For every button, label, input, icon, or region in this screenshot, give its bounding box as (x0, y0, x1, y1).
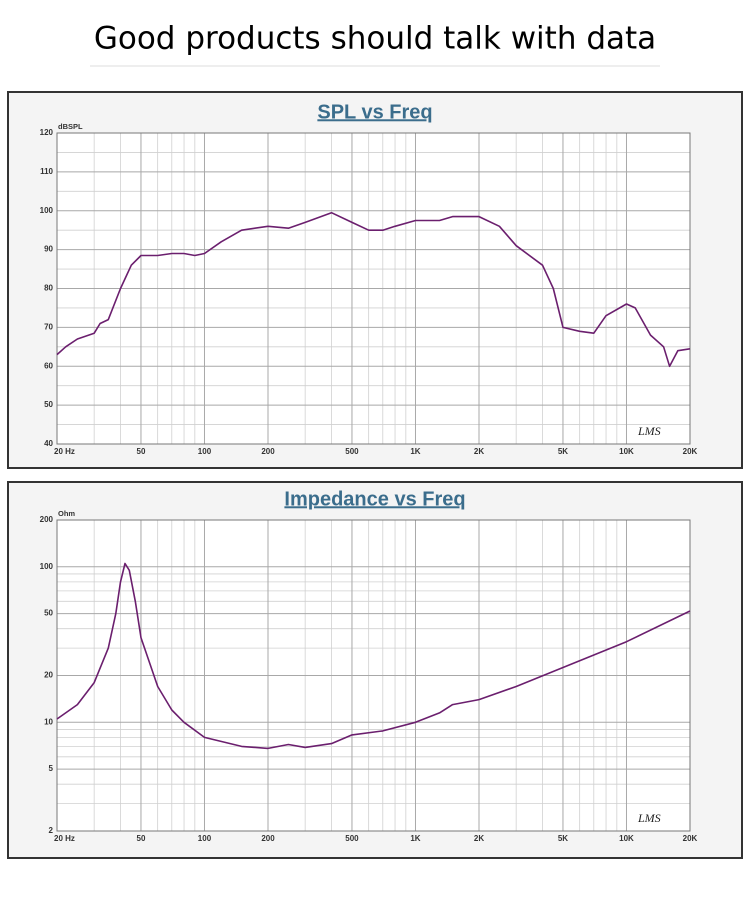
chart-title: Impedance vs Freq (284, 488, 465, 510)
chart-title: SPL vs Freq (317, 101, 432, 123)
x-tick-label: 10K (619, 834, 634, 843)
y-tick-label: 110 (40, 167, 53, 176)
x-tick-label: 500 (345, 447, 359, 456)
x-tick-label: 50 (137, 447, 146, 456)
x-tick-label: 5K (558, 834, 568, 843)
y-tick-label: 5 (49, 764, 54, 773)
x-tick-label: 100 (198, 447, 212, 456)
y-tick-label: 90 (44, 245, 53, 254)
y-tick-label: 10 (44, 717, 53, 726)
x-tick-label: 100 (198, 834, 212, 843)
y-tick-label: 70 (44, 322, 53, 331)
page-header: Good products should talk with data (94, 21, 656, 57)
plot-border (56, 519, 691, 832)
x-tick-label: 20K (683, 834, 698, 843)
x-tick-label: 20 Hz (54, 834, 75, 843)
y-tick-label: 2 (49, 826, 54, 835)
y-tick-label: 100 (40, 562, 54, 571)
annotation: LMS (637, 811, 661, 825)
x-tick-label: 20 Hz (54, 447, 75, 456)
y-axis-label: Ohm (58, 509, 75, 518)
y-tick-label: 40 (44, 439, 53, 448)
y-tick-label: 50 (44, 609, 53, 618)
y-tick-label: 20 (44, 671, 53, 680)
x-tick-label: 1K (410, 834, 420, 843)
y-tick-label: 80 (44, 284, 53, 293)
x-tick-label: 2K (474, 834, 484, 843)
x-tick-label: 10K (619, 447, 634, 456)
x-tick-label: 500 (345, 834, 359, 843)
y-tick-label: 100 (40, 206, 54, 215)
x-tick-label: 1K (410, 447, 420, 456)
data-line (56, 211, 691, 368)
y-tick-label: 120 (40, 128, 54, 137)
y-tick-label: 50 (44, 400, 53, 409)
x-tick-label: 200 (261, 447, 275, 456)
x-tick-label: 20K (683, 447, 698, 456)
y-axis-label: dBSPL (58, 122, 83, 131)
y-tick-label: 60 (44, 361, 53, 370)
x-tick-label: 50 (137, 834, 146, 843)
data-line (56, 562, 691, 750)
plot-border (56, 132, 691, 445)
x-tick-label: 5K (558, 447, 568, 456)
y-tick-label: 200 (40, 515, 54, 524)
x-tick-label: 200 (261, 834, 275, 843)
annotation: LMS (637, 424, 661, 438)
x-tick-label: 2K (474, 447, 484, 456)
